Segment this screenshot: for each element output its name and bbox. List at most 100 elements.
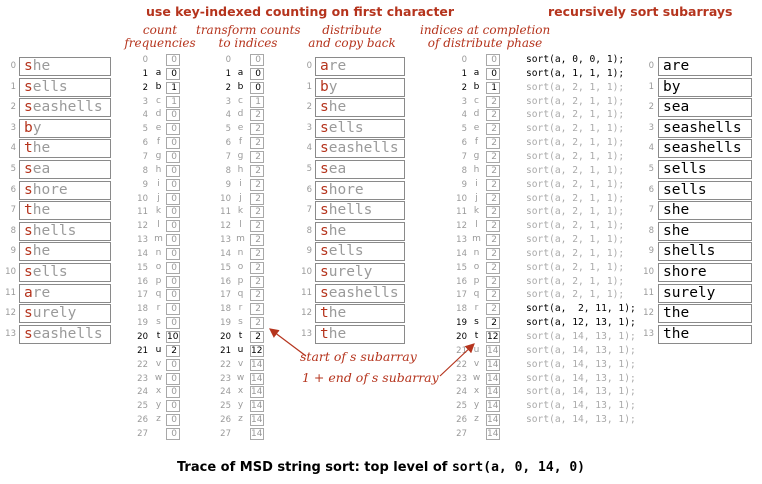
char-label: l [475,220,478,231]
char-label: v [237,358,244,369]
row-index: 2 [306,102,312,113]
char-label: r [238,303,243,314]
rest-chars: urely [328,264,373,280]
char-label: d [473,109,480,120]
row-index: 6 [306,184,312,195]
char-label: n [237,247,244,258]
string-box: surely [315,263,405,282]
row-index: 12 [220,221,231,232]
string-box: are [658,57,752,76]
row-index: 10 [220,193,231,204]
string-box: she [315,221,405,241]
row-index: 13 [220,235,231,246]
char-label: j [475,192,478,203]
count-cell: 2 [250,303,264,316]
row-index: 2 [142,82,148,93]
row-index: 0 [10,61,16,71]
count-cell: 2 [486,137,500,150]
row-index: 26 [456,415,467,426]
row-index: 2 [461,82,467,93]
count-cell: 2 [486,261,500,274]
row-index: 16 [220,276,231,287]
string-box: sells [19,263,111,282]
count-cell: 2 [250,247,264,260]
string-box: seashells [658,139,752,159]
char-label: f [474,137,479,148]
sort-call: sort(a, 2, 1, 1); [526,206,625,218]
string-box: the [315,324,405,344]
count-cell: 2 [250,123,264,136]
char-label: t [156,331,161,341]
char-label: s [238,317,243,328]
row-index: 21 [137,345,148,356]
count-cell: 0 [166,400,180,413]
row-index: 8 [648,225,654,236]
char-label: y [155,400,162,411]
sort-call: sort(a, 12, 13, 1); [526,317,636,329]
char-label: k [237,206,244,217]
string-box: shore [315,180,405,200]
char-label: l [157,220,160,231]
string-box: surely [658,283,752,303]
rest-chars: hells [328,202,373,219]
row-index: 11 [137,207,148,218]
row-index: 9 [306,246,312,257]
sort-call: sort(a, 14, 13, 1); [526,372,636,384]
char-label: i [157,178,160,189]
char-label: i [475,178,478,189]
char-label: h [237,164,244,175]
count-cell: 0 [166,206,180,219]
row-index: 10 [5,267,16,277]
char-label: a [473,67,480,78]
row-index: 12 [643,308,654,319]
string-box: she [658,221,752,241]
row-index: 2 [10,102,16,113]
sort-call: sort(a, 1, 1, 1); [526,67,625,79]
row-index: 17 [456,290,467,301]
first-char: a [24,284,33,301]
count-cell: 0 [166,164,180,177]
row-index: 0 [648,61,654,71]
row-index: 13 [456,235,467,246]
row-index: 4 [10,143,16,154]
row-index: 26 [137,415,148,426]
row-index: 3 [225,96,231,107]
first-char: s [24,243,33,260]
row-index: 6 [142,138,148,149]
row-index: 23 [220,373,231,384]
row-index: 15 [137,262,148,273]
char-label: o [473,261,480,272]
char-label: k [473,206,480,217]
row-index: 20 [137,332,148,342]
first-char: s [24,222,33,239]
row-index: 10 [301,267,312,277]
count-cell: 1 [166,81,180,94]
rest-chars: y [328,78,338,95]
char-label: o [237,261,244,272]
count-cell: 2 [250,137,264,150]
rest-chars: eashells [32,99,103,116]
string-box: the [658,324,752,344]
count-cell: 14 [250,414,264,427]
row-index: 0 [461,55,467,65]
row-index: 27 [137,428,148,439]
char-label: a [155,67,162,78]
char-label: q [237,289,244,300]
count-cell: 0 [166,123,180,136]
heading-key-indexed-counting: use key-indexed counting on first charac… [146,4,455,19]
count-cell: 14 [486,400,500,413]
row-index: 11 [301,287,312,298]
row-index: 14 [220,248,231,259]
rest-chars: ells [328,119,364,136]
char-label: u [473,344,480,355]
count-cell: 10 [166,331,180,343]
sort-call: sort(a, 14, 13, 1); [526,344,636,356]
string-box: shore [19,180,111,200]
rest-chars: he [328,325,347,342]
char-label: m [472,234,481,245]
count-cell: 0 [486,67,500,80]
row-index: 22 [456,359,467,370]
char-label: u [155,344,162,355]
count-cell: 0 [166,137,180,150]
row-index: 3 [142,96,148,107]
